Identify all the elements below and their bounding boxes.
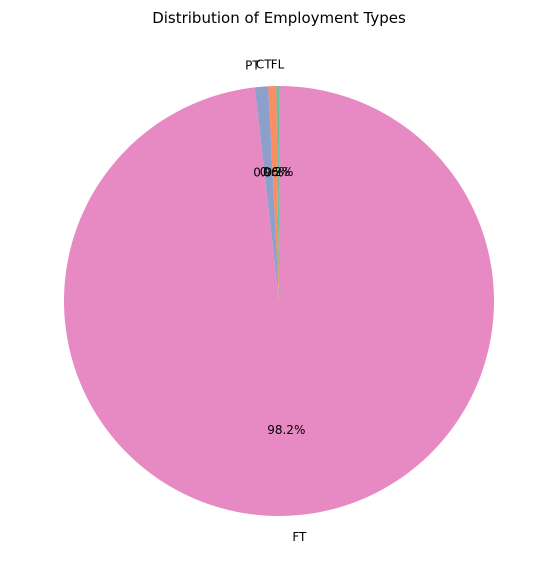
pie-slice-ft: [63, 86, 495, 516]
chart-title: Distribution of Employment Types: [152, 9, 406, 27]
pie-slice-ct: [268, 86, 279, 302]
slice-label-pt: PT: [245, 58, 260, 72]
slice-percent-fl: 0.2%: [263, 165, 294, 179]
slice-percent-ct: 0.6%: [260, 165, 291, 179]
slice-percent-ft: 98.2%: [267, 423, 305, 437]
pie-slice-pt: [254, 86, 279, 302]
pie-slice-fl: [276, 86, 279, 301]
slice-label-ct: CT: [256, 58, 272, 72]
pie-slices: [63, 86, 495, 516]
slice-label-fl: FL: [271, 58, 285, 72]
pie-percent-labels: 0.2%0.6%0.9% 98.2%: [253, 165, 305, 437]
slice-percent-pt: 0.9%: [253, 165, 284, 179]
slice-label-ft: FT: [292, 530, 307, 544]
